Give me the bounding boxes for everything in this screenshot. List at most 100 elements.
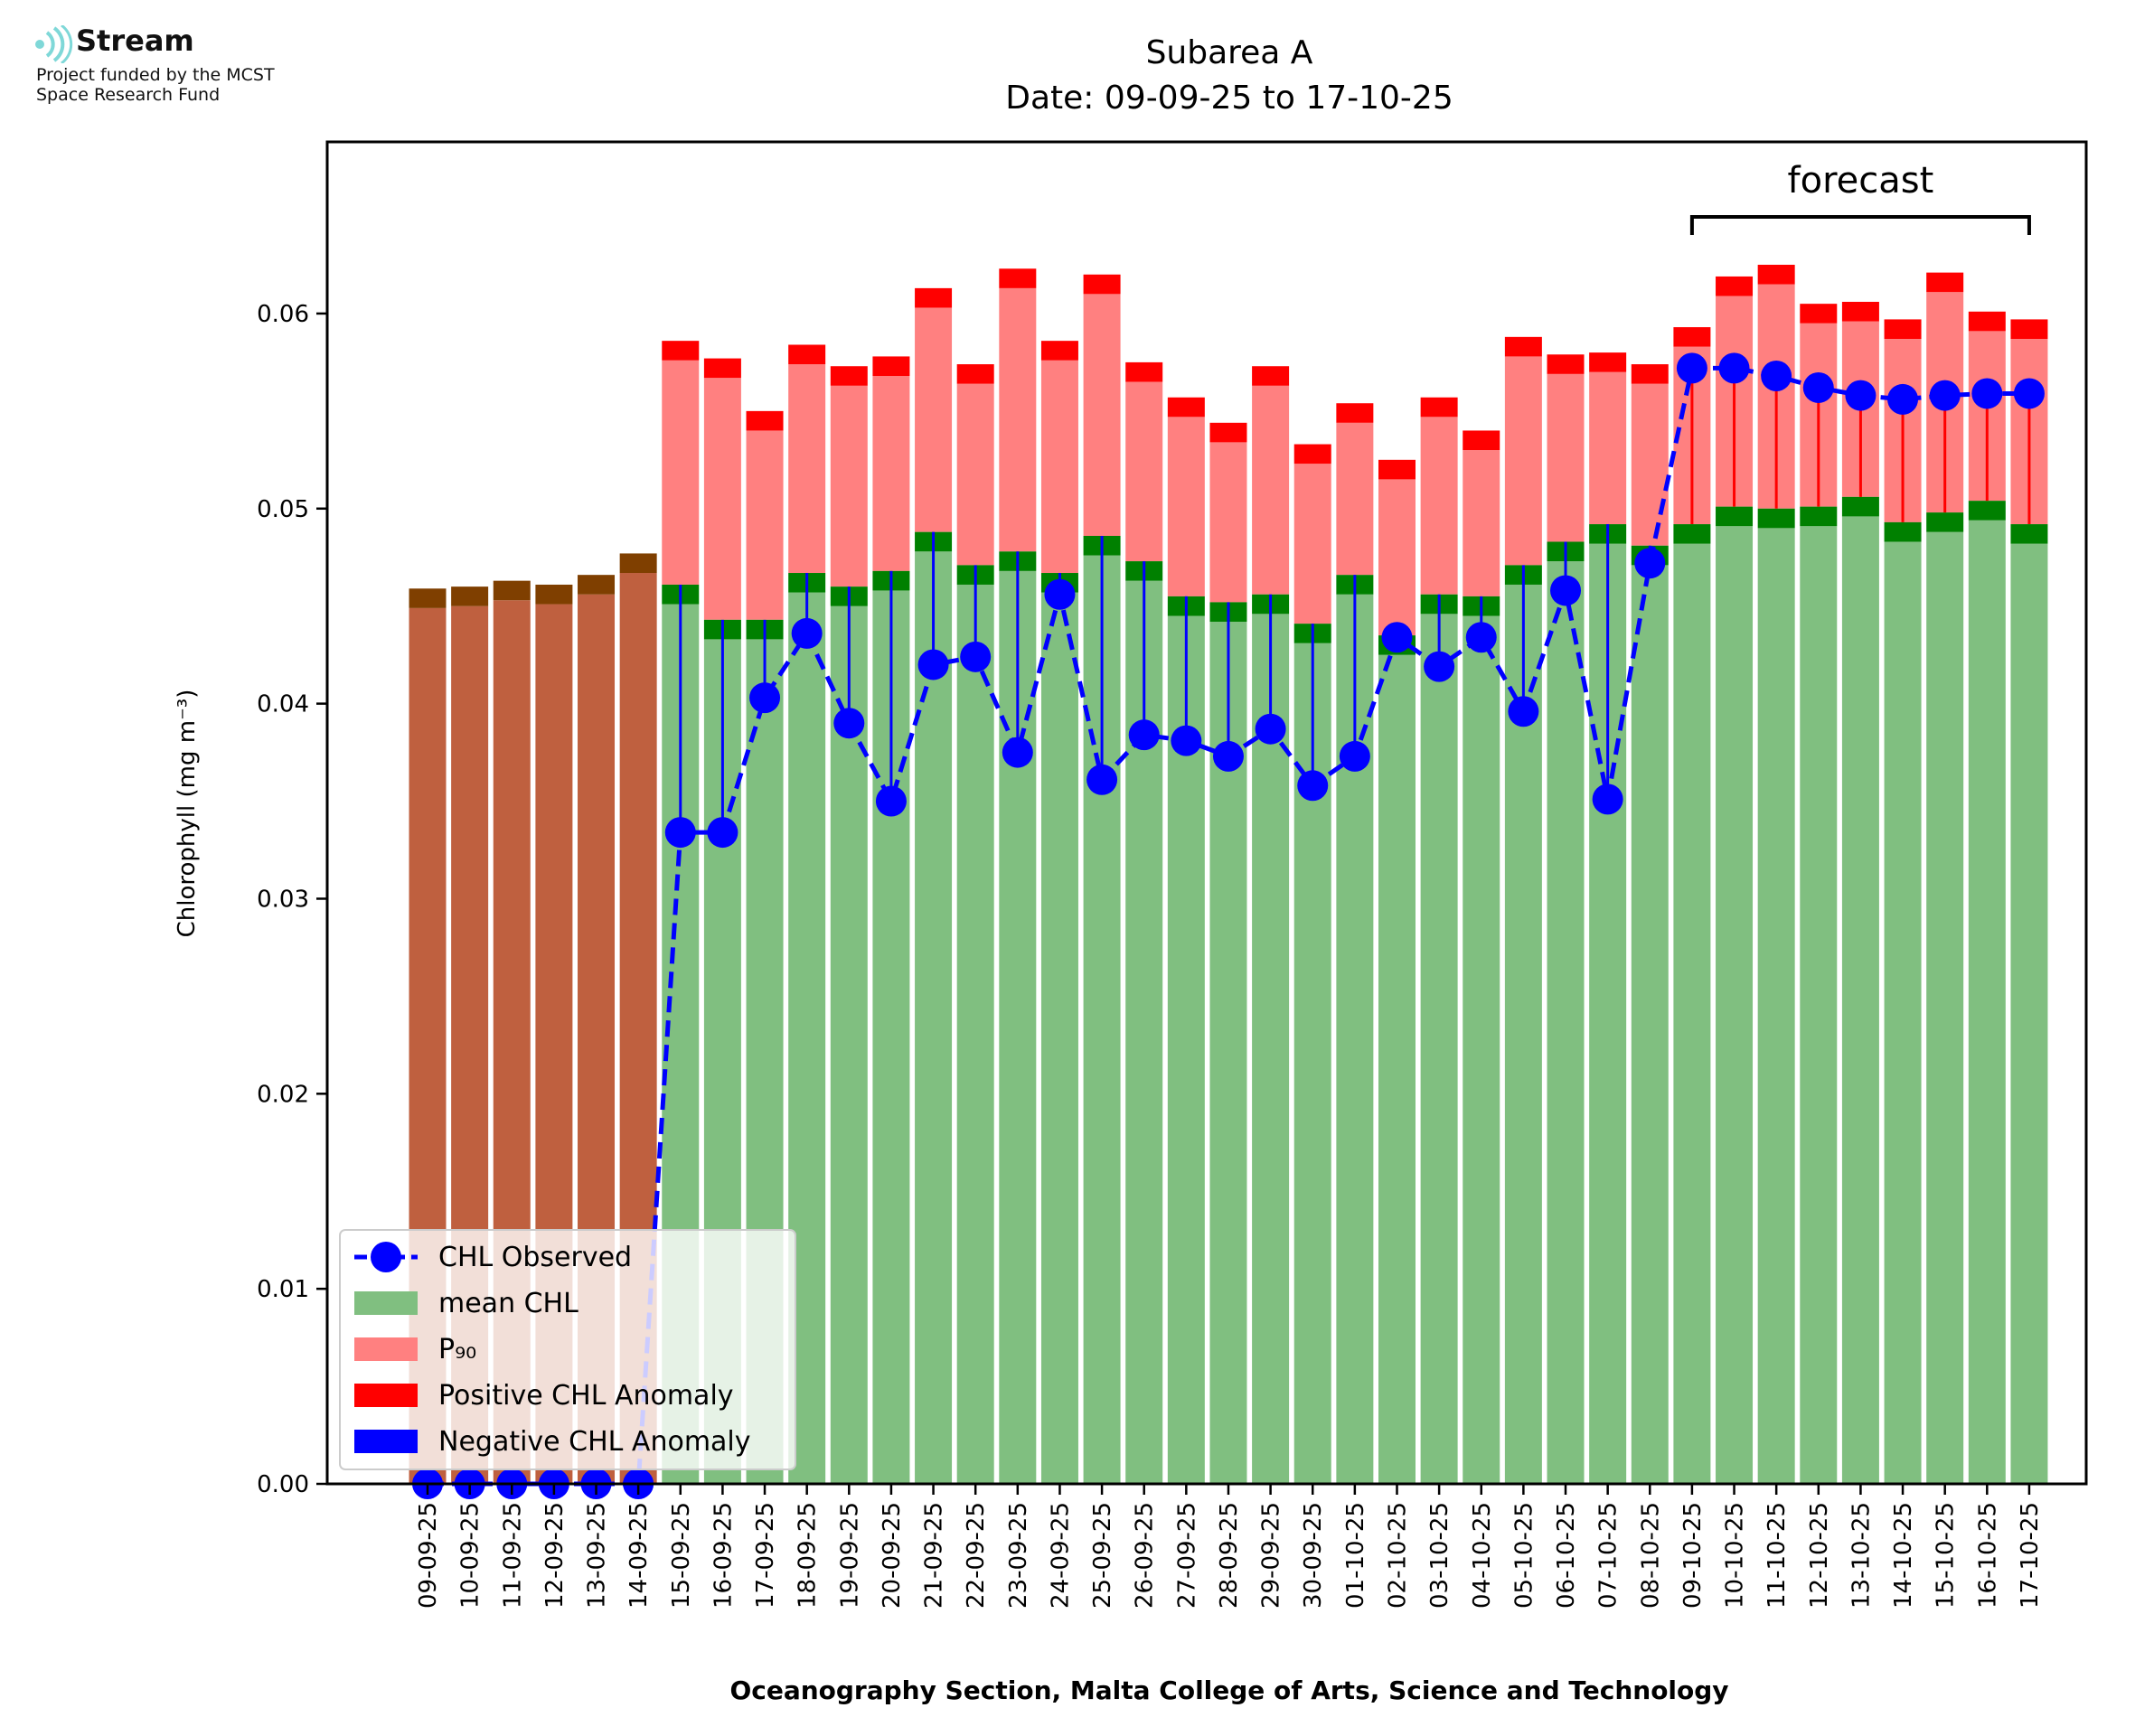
p90-bar-cap [1125,361,1163,382]
mean-bar-cap [1884,521,1922,542]
legend-label: Negative CHL Anomaly [438,1426,751,1458]
mean-bar [1420,614,1458,1484]
x-tick-label: 26-09-25 [1132,1502,1159,1609]
chl-observed-point [917,649,949,680]
x-tick-label: 13-09-25 [584,1502,611,1609]
p90-bar [1209,442,1247,603]
p90-bar [1040,360,1078,574]
chart-title: Subarea A [1146,34,1313,71]
x-tick-label: 20-09-25 [879,1502,906,1609]
mean-bar-cap [2010,524,2048,544]
mean-bar [1547,561,1585,1484]
x-tick-label: 16-10-25 [1974,1502,2001,1609]
p90-bar [830,385,868,587]
p90-bar [1336,422,1374,576]
p90-bar-cap [1631,364,1669,384]
x-tick-label: 10-09-25 [457,1502,484,1609]
chl-observed-point [2013,378,2045,409]
y-tick-label: 0.02 [257,1081,309,1108]
historical-bar-cap [409,588,447,608]
x-tick-label: 29-09-25 [1258,1502,1285,1609]
mean-bar [1716,526,1754,1485]
chl-observed-point [1971,378,2003,409]
p90-bar [746,430,784,620]
mean-bar-cap [1757,508,1795,529]
x-tick-label: 13-10-25 [1848,1502,1875,1609]
legend-label: P₉₀ [438,1334,476,1365]
x-tick-label: 07-10-25 [1595,1502,1623,1609]
x-tick-label: 22-09-25 [963,1502,990,1609]
p90-bar-cap [2010,319,2048,340]
x-tick-label: 05-10-25 [1510,1502,1538,1609]
mean-bar [956,584,994,1484]
mean-bar [1673,543,1711,1484]
mean-bar-cap [1800,506,1838,527]
p90-bar-cap [662,341,700,361]
x-tick-label: 15-09-25 [668,1502,695,1609]
x-tick-label: 16-09-25 [710,1502,737,1609]
x-tick-label: 02-10-25 [1384,1502,1411,1609]
x-tick-label: 12-09-25 [541,1502,569,1609]
p90-bar-cap [1589,352,1627,372]
x-tick-label: 19-09-25 [836,1502,863,1609]
p90-bar [1125,381,1163,562]
legend-patch-swatch [354,1291,418,1315]
chl-observed-point [1802,371,1834,403]
x-tick-label: 01-10-25 [1342,1502,1369,1609]
p90-bar-cap [1293,444,1331,464]
p90-bar-cap [746,410,784,431]
mean-bar [1252,614,1290,1484]
x-tick-label: 30-09-25 [1300,1502,1327,1609]
x-tick-label: 23-09-25 [1005,1502,1032,1609]
mean-bar [1800,526,1838,1485]
p90-bar [1167,417,1205,596]
y-tick-label: 0.04 [257,691,309,718]
x-tick-label: 28-09-25 [1216,1502,1243,1609]
chl-observed-point [960,641,992,672]
chl-observed-point [1676,352,1707,384]
x-tick-label: 14-10-25 [1890,1502,1917,1609]
x-tick-label: 15-10-25 [1933,1502,1960,1609]
p90-bar [915,307,953,532]
p90-bar-cap [830,366,868,386]
legend: CHL Observed mean CHL P₉₀ Positive CHL Anom… [339,1229,796,1470]
p90-bar-cap [1757,264,1795,285]
mean-bar-cap [1716,506,1754,527]
mean-bar-cap [1968,501,2006,521]
p90-bar-cap [703,358,741,379]
p90-bar-cap [1716,276,1754,296]
mean-bar-cap [1926,512,1964,532]
chl-observed-point [791,617,823,649]
p90-bar-cap [915,287,953,308]
p90-bar [1589,371,1627,525]
x-tick-label: 27-09-25 [1173,1502,1200,1609]
x-tick-label: 12-10-25 [1806,1502,1833,1609]
legend-label: Positive CHL Anomaly [438,1380,734,1412]
p90-bar [1252,385,1290,595]
p90-bar-cap [1800,304,1838,324]
chl-observed-point [1002,737,1033,768]
chl-observed-point [1508,696,1539,727]
axes-frame [325,140,2088,1486]
stream-logo: Stream Project funded by the MCST Space … [34,23,360,114]
mean-bar [1841,516,1879,1484]
p90-bar [788,364,826,574]
chl-observed-point [1171,725,1202,756]
chl-observed-point [1044,578,1076,610]
p90-bar [1631,383,1669,546]
chl-observed-point [1929,380,1961,411]
p90-bar-cap [999,268,1037,288]
y-tick-label: 0.01 [257,1276,309,1303]
legend-box [339,1229,796,1470]
legend-label: mean CHL [438,1288,578,1319]
chl-observed-point [1592,784,1623,815]
legend-label: CHL Observed [438,1242,632,1273]
p90-bar-cap [1420,397,1458,418]
x-tick-label: 17-09-25 [752,1502,779,1609]
chl-observed-point [1761,361,1792,392]
mean-bar [2010,543,2048,1484]
chl-observed-point [875,785,907,817]
p90-bar-cap [1083,274,1121,295]
legend-patch-swatch [354,1430,418,1453]
